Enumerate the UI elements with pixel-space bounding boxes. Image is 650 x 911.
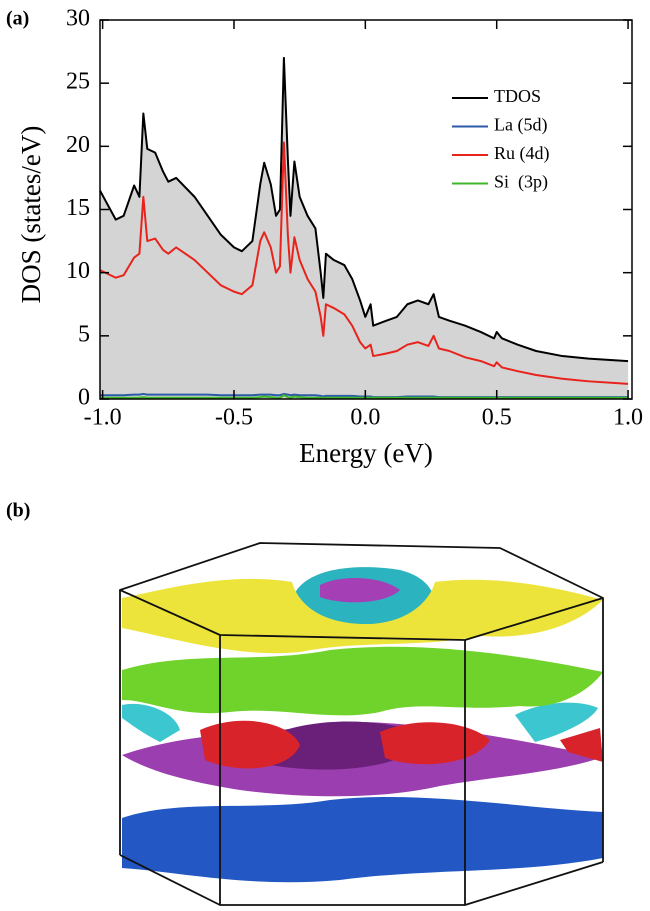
x-axis-title: Energy (eV): [299, 438, 433, 468]
y-tick-label: 10: [66, 258, 90, 284]
panel-label: (b): [6, 500, 30, 522]
legend-label: TDOS: [494, 86, 541, 106]
fermi-surface: [119, 542, 604, 906]
area: [100, 57, 629, 400]
legend-label: Ru (4d): [494, 143, 550, 164]
sheet-cyan-right: [515, 702, 598, 742]
panel-label: (a): [6, 8, 29, 30]
y-tick-label: 20: [66, 132, 90, 158]
hexagonal-cell: [119, 542, 604, 906]
series-line: [99, 56, 629, 363]
series-line: [99, 141, 629, 385]
legend-label: Si (3p): [494, 172, 548, 193]
y-tick-label: 5: [78, 321, 90, 347]
sheet-cyan-left: [122, 703, 180, 742]
dos-chart: 0 5 10 15 20 25 30 -1.0 -0.5 0.0 0.5 1.0 Energy (eV)…: [16, 6, 643, 469]
x-tick-label: 0.0: [350, 405, 380, 431]
x-tick-label: 1.0: [613, 405, 643, 431]
sheet-blue: [122, 797, 603, 883]
cell-bottom: [119, 854, 604, 906]
sheet-red-edge: [560, 728, 603, 762]
y-tick-label: 15: [66, 195, 90, 221]
y-tick-label: 25: [66, 69, 90, 95]
y-tick-label: 0: [78, 385, 90, 411]
x-tick-label: 0.5: [482, 405, 512, 431]
y-tick-label: 30: [66, 6, 90, 32]
sheet-red-left: [200, 720, 300, 769]
y-axis-title: DOS (states/eV): [16, 126, 46, 304]
legend-label: La (5d): [494, 115, 547, 136]
x-tick-label: -1.0: [84, 405, 122, 431]
sheet-green: [122, 646, 603, 716]
x-tick-label: -0.5: [215, 405, 253, 431]
cell-edges: [119, 590, 604, 905]
sheet-purple-top: [320, 578, 400, 603]
sheet-red-right: [380, 722, 490, 765]
series-line: [100, 394, 629, 399]
